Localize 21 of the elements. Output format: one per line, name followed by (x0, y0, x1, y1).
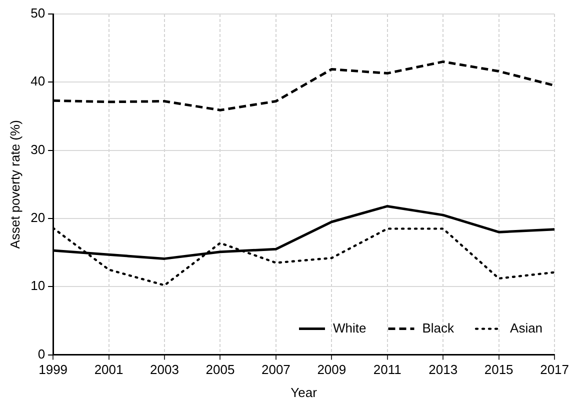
y-tick-label: 20 (30, 210, 46, 226)
x-tick-label: 2001 (94, 362, 124, 378)
x-tick-label: 2017 (540, 362, 569, 378)
x-tick-label: 2015 (484, 362, 514, 378)
legend-label: Asian (510, 320, 543, 336)
y-tick-label: 50 (30, 6, 46, 21)
legend-label: Black (422, 320, 455, 336)
x-tick-label: 1999 (38, 362, 68, 378)
x-tick-label: 2005 (206, 362, 235, 378)
y-tick-label: 40 (30, 74, 46, 89)
y-tick-label: 10 (30, 278, 46, 294)
x-tick-label: 2011 (373, 362, 402, 378)
x-tick-label: 2003 (150, 362, 179, 378)
y-axis-title: Asset poverty rate (%) (7, 120, 22, 249)
x-axis-title: Year (290, 384, 318, 400)
y-tick-label: 30 (30, 142, 46, 157)
legend-label: White (333, 320, 366, 336)
y-tick-label: 0 (38, 346, 46, 362)
x-tick-label: 2009 (317, 362, 346, 378)
x-tick-label: 2007 (261, 362, 290, 378)
x-tick-label: 2013 (428, 362, 458, 378)
